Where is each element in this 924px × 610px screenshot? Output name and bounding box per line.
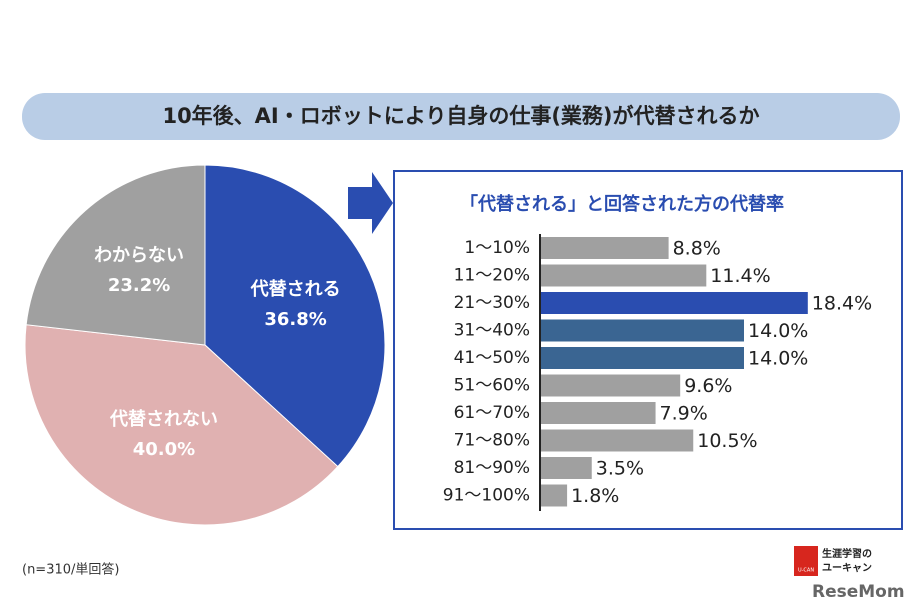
bar-category-label: 81〜90% bbox=[454, 458, 530, 478]
bar-category-label: 1〜10% bbox=[464, 238, 530, 258]
bar-title: 「代替される」と回答された方の代替率 bbox=[460, 193, 784, 215]
pie-category-label: わからない bbox=[94, 245, 184, 266]
bar-value-label: 10.5% bbox=[697, 430, 757, 452]
bar bbox=[541, 484, 568, 507]
pie-value-label: 36.8% bbox=[264, 309, 326, 330]
pie-category-label: 代替される bbox=[250, 278, 341, 300]
title-banner bbox=[22, 93, 900, 140]
bar bbox=[541, 457, 592, 479]
title: 10年後、AI・ロボットにより自身の仕事(業務)が代替されるか bbox=[162, 104, 759, 128]
bar-category-label: 71〜80% bbox=[454, 431, 530, 451]
bar-category-label: 21〜30% bbox=[454, 293, 530, 313]
bar bbox=[541, 402, 656, 424]
pie-slice bbox=[24, 324, 339, 526]
bar-value-label: 11.4% bbox=[710, 265, 770, 287]
arrow bbox=[348, 172, 393, 234]
bar bbox=[541, 319, 744, 342]
bar-value-label: 8.8% bbox=[673, 238, 721, 260]
logo-mark: U-CAN bbox=[798, 568, 814, 574]
logo-mark-box bbox=[794, 546, 818, 576]
bar-value-label: 9.6% bbox=[684, 375, 732, 397]
bar bbox=[541, 374, 681, 397]
bar-value-label: 18.4% bbox=[812, 293, 872, 315]
logo: U-CAN 生涯学習の ユーキャン ReseMom bbox=[794, 546, 905, 602]
bar bbox=[541, 237, 669, 259]
logo-line2: ユーキャン bbox=[822, 562, 872, 574]
bar-value-label: 3.5% bbox=[596, 458, 644, 480]
pie-value-label: 23.2% bbox=[108, 275, 170, 296]
bar-category-label: 31〜40% bbox=[454, 321, 530, 341]
pie-category-label: 代替されない bbox=[109, 408, 218, 430]
bar bbox=[541, 347, 744, 369]
logo-line1: 生涯学習の bbox=[822, 547, 872, 560]
bar-value-label: 7.9% bbox=[660, 403, 708, 425]
bar-category-label: 61〜70% bbox=[454, 403, 530, 423]
pie-value-label: 40.0% bbox=[133, 439, 195, 460]
bar-value-label: 14.0% bbox=[748, 348, 808, 370]
bar-category-label: 91〜100% bbox=[443, 486, 530, 506]
bar bbox=[541, 292, 808, 314]
bar bbox=[541, 264, 707, 287]
bar-category-label: 51〜60% bbox=[454, 376, 530, 396]
bar-category-label: 11〜20% bbox=[454, 266, 530, 286]
logo-site: ReseMom bbox=[812, 582, 905, 602]
pie-slice bbox=[25, 164, 206, 346]
bar bbox=[541, 429, 694, 452]
pie-slice bbox=[204, 164, 386, 468]
bar-category-label: 41〜50% bbox=[454, 348, 530, 368]
bar-value-label: 14.0% bbox=[748, 320, 808, 342]
footnote: (n=310/単回答) bbox=[22, 562, 119, 578]
bar-value-label: 1.8% bbox=[571, 485, 619, 507]
